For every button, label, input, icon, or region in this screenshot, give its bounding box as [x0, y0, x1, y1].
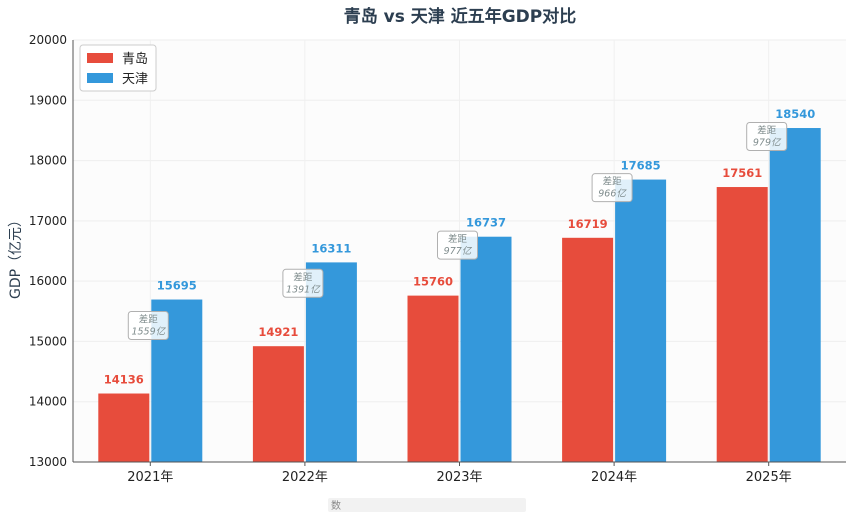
legend-label: 天津	[122, 72, 148, 87]
y-tick-label: 16000	[29, 274, 67, 288]
data-label: 15760	[413, 275, 453, 289]
gap-annotation-value: 977亿	[444, 246, 473, 257]
gap-annotation-box	[591, 173, 633, 203]
gap-annotation-box	[127, 311, 169, 341]
y-tick-label: 18000	[29, 154, 67, 168]
gap-annotation-value: 1391亿	[286, 284, 321, 295]
gap-annotation-title: 差距	[293, 271, 313, 283]
y-tick-label: 13000	[29, 455, 67, 469]
data-label: 18540	[775, 107, 815, 121]
data-label: 16311	[311, 241, 351, 255]
gap-annotation-value: 966亿	[598, 189, 627, 200]
y-axis-label: GDP（亿元）	[8, 213, 24, 299]
x-tick-label: 2022年	[282, 470, 328, 485]
bar-qingdao	[562, 237, 614, 462]
chart-title: 青岛 vs 天津 近五年GDP对比	[344, 6, 576, 27]
source-note: 数	[328, 498, 526, 512]
x-tick-label: 2023年	[436, 470, 482, 485]
bar-tianjin	[615, 179, 667, 462]
legend-swatch	[87, 73, 113, 83]
gap-annotation-box	[437, 230, 478, 260]
legend-swatch	[87, 53, 113, 63]
gap-annotation-title: 差距	[139, 314, 159, 326]
data-labels: 14136 15695 14921 16311 15760 16737 16719 17685…	[104, 107, 815, 386]
gap-annotation-box	[282, 268, 324, 298]
data-label: 15695	[157, 279, 197, 293]
x-axis-ticks: 2021年 2022年 2023年 2024年 2025年	[127, 462, 792, 485]
y-axis-ticks: 13000 14000 15000 16000 17000 18000 19000 20000	[29, 33, 67, 469]
gap-annotation-box	[746, 122, 788, 152]
bar-qingdao	[407, 295, 459, 462]
bar-qingdao	[716, 187, 768, 462]
gap-annotation-title: 差距	[757, 125, 777, 137]
bar-tianjin	[460, 236, 512, 462]
y-tick-label: 17000	[29, 214, 67, 228]
gap-annotation-title: 差距	[603, 176, 623, 188]
bars	[98, 128, 821, 462]
data-label: 16719	[568, 217, 608, 231]
data-label: 16737	[466, 216, 506, 230]
gap-annotation-value: 1559亿	[131, 327, 166, 338]
y-tick-label: 20000	[29, 33, 67, 47]
y-tick-label: 19000	[29, 93, 67, 107]
data-label: 14921	[258, 325, 298, 339]
bar-qingdao	[252, 346, 304, 462]
legend-label: 青岛	[122, 51, 148, 67]
data-label: 17685	[621, 159, 661, 173]
gap-annotation-value: 979亿	[753, 138, 782, 149]
y-tick-label: 15000	[29, 334, 67, 348]
data-label: 17561	[722, 166, 762, 180]
x-tick-label: 2025年	[746, 470, 792, 485]
gap-annotation-title: 差距	[448, 233, 468, 245]
bar-qingdao	[98, 393, 150, 462]
data-label: 14136	[104, 373, 144, 387]
bar-tianjin	[769, 128, 821, 462]
x-tick-label: 2021年	[127, 470, 173, 485]
y-tick-label: 14000	[29, 395, 67, 409]
source-note-text: 数	[331, 499, 341, 512]
x-tick-label: 2024年	[591, 470, 637, 485]
